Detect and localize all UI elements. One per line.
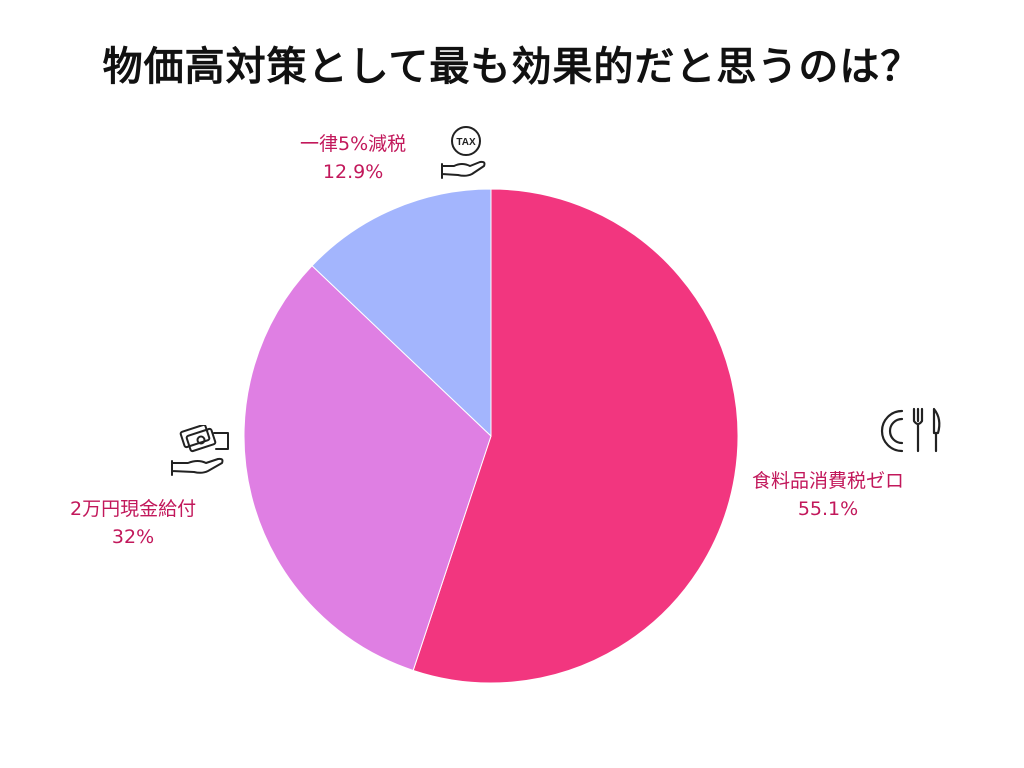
pie-slices	[243, 188, 739, 684]
pie-slice-uniform-tax-cut	[311, 188, 492, 438]
chart-title: 物価高対策として最も効果的だと思うのは？	[102, 44, 922, 90]
pie-slice-cash-payment	[243, 265, 492, 672]
tax-icon-text: TAX	[456, 137, 476, 148]
slice-label-uniform-tax-cut: 一律5%減税 12.9%	[300, 130, 406, 186]
slice-name-uniform-tax-cut: 一律5%減税	[300, 133, 407, 155]
slice-label-food-tax-zero: 食料品消費税ゼロ 55.1%	[752, 467, 904, 523]
slice-value-cash-payment: 32%	[111, 526, 155, 548]
utensils-icon	[880, 407, 941, 453]
slice-value-uniform-tax-cut: 12.9%	[322, 161, 384, 183]
slice-name-food-tax-zero: 食料品消費税ゼロ	[752, 470, 905, 492]
slice-value-food-tax-zero: 55.1%	[797, 498, 859, 520]
pie-slice-food-tax-zero	[412, 188, 739, 684]
tax-hand-icon: TAX	[441, 126, 486, 179]
money-hand-icon	[171, 425, 229, 476]
slice-name-cash-payment: 2万円現金給付	[70, 498, 197, 520]
slice-label-cash-payment: 2万円現金給付 32%	[70, 495, 196, 551]
